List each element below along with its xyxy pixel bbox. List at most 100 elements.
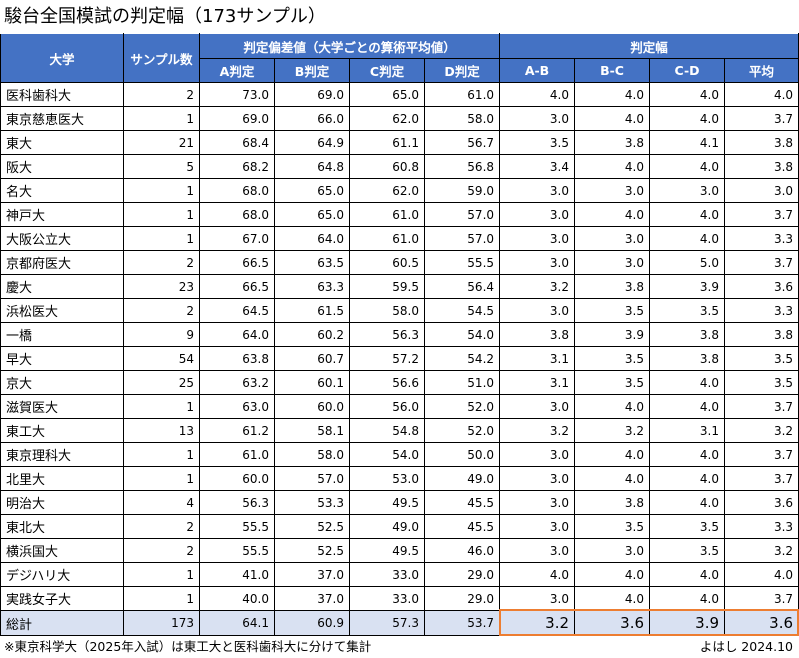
value-cell: 3.3 [724, 298, 799, 323]
value-cell: 41.0 [199, 562, 275, 587]
header-dev-0: A判定 [199, 58, 275, 83]
value-cell: 3.5 [649, 538, 726, 563]
value-cell: 3.8 [574, 274, 651, 299]
table-row: 実践女子大 1 40.0 37.0 33.0 29.0 3.0 4.0 4.0 3.7 [0, 586, 799, 611]
value-cell: 68.4 [199, 130, 275, 155]
value-cell: 52.0 [423, 418, 501, 443]
value-cell: 60.0 [274, 394, 350, 419]
value-cell: 3.7 [724, 442, 799, 467]
value-cell: 9 [123, 322, 200, 347]
header-samples: サンプル数 [123, 33, 200, 83]
value-cell: 60.8 [349, 154, 425, 179]
value-cell: 61.1 [349, 130, 425, 155]
value-cell: 53.3 [274, 490, 350, 515]
value-cell: 3.7 [724, 202, 799, 227]
table-row: デジハリ大 1 41.0 37.0 33.0 29.0 4.0 4.0 4.0 4.0 [0, 562, 799, 587]
value-cell: 2 [123, 538, 200, 563]
value-cell: 58.0 [274, 442, 350, 467]
value-cell: 65.0 [274, 202, 350, 227]
value-cell: 56.3 [199, 490, 275, 515]
value-cell: 1 [123, 466, 200, 491]
univ-name-cell: 滋賀医大 [0, 394, 124, 419]
value-cell: 59.0 [423, 178, 501, 203]
univ-name-cell: 総計 [0, 610, 124, 636]
value-cell: 33.0 [349, 586, 425, 611]
value-cell: 56.8 [423, 154, 501, 179]
value-cell: 3.9 [649, 274, 726, 299]
value-cell: 3.5 [574, 298, 651, 323]
table-row: 東北大 2 55.5 52.5 49.0 45.5 3.0 3.5 3.5 3.3 [0, 514, 799, 539]
table-row: 東京理科大 1 61.0 58.0 54.0 50.0 3.0 4.0 4.0 3.7 [0, 442, 799, 467]
value-cell: 68.2 [199, 154, 275, 179]
header-dev-group: 判定偏差値（大学ごとの算術平均値） [198, 33, 501, 59]
value-cell: 52.5 [274, 514, 350, 539]
value-cell: 4.0 [649, 370, 726, 395]
univ-name-cell: 東北大 [0, 514, 124, 539]
value-cell: 29.0 [423, 586, 501, 611]
value-cell: 4.0 [499, 562, 576, 587]
value-cell: 4.0 [574, 394, 651, 419]
value-cell: 57.0 [274, 466, 350, 491]
value-cell: 4.0 [649, 490, 726, 515]
value-cell: 3.2 [724, 538, 799, 563]
value-cell: 3.0 [574, 250, 651, 275]
value-cell: 64.0 [274, 226, 350, 251]
signature: よはし 2024.10 [699, 639, 793, 654]
value-cell: 4.0 [649, 202, 726, 227]
value-cell: 54 [123, 346, 200, 371]
univ-name-cell: 一橋 [0, 322, 124, 347]
value-cell: 4.1 [649, 130, 726, 155]
value-cell: 63.5 [274, 250, 350, 275]
value-cell: 37.0 [274, 562, 350, 587]
value-cell: 3.5 [724, 346, 799, 371]
table-row: 北里大 1 60.0 57.0 53.0 49.0 3.0 4.0 4.0 3.7 [0, 466, 799, 491]
value-cell: 3.0 [499, 466, 576, 491]
value-cell: 3.5 [649, 514, 726, 539]
value-cell: 3.8 [574, 130, 651, 155]
value-cell: 3.5 [574, 370, 651, 395]
table-row: 京都府医大 2 66.5 63.5 60.5 55.5 3.0 3.0 5.0 3.7 [0, 250, 799, 275]
value-cell: 60.2 [274, 322, 350, 347]
value-cell: 4.0 [649, 82, 726, 107]
value-cell: 3.7 [724, 394, 799, 419]
univ-name-cell: 医科歯科大 [0, 82, 124, 107]
table-row: 東大 21 68.4 64.9 61.1 56.7 3.5 3.8 4.1 3.8 [0, 130, 799, 155]
value-cell: 66.0 [274, 106, 350, 131]
value-cell: 54.0 [349, 442, 425, 467]
univ-name-cell: 東京理科大 [0, 442, 124, 467]
header-range-1: B-C [574, 58, 651, 83]
value-cell: 45.5 [423, 490, 501, 515]
value-cell: 68.0 [199, 202, 275, 227]
value-cell: 58.0 [349, 298, 425, 323]
value-cell: 3.9 [574, 322, 651, 347]
value-cell: 55.5 [199, 538, 275, 563]
value-cell: 50.0 [423, 442, 501, 467]
value-cell: 3.0 [649, 178, 726, 203]
page-title: 駿台全国模試の判定幅（173サンプル） [4, 6, 326, 27]
table-row: 滋賀医大 1 63.0 60.0 56.0 52.0 3.0 4.0 4.0 3.7 [0, 394, 799, 419]
value-cell: 3.0 [499, 586, 576, 611]
value-cell: 4.0 [499, 82, 576, 107]
value-cell: 3.6 [724, 490, 799, 515]
value-cell: 61.5 [274, 298, 350, 323]
total-row: 総計 173 64.1 60.9 57.3 53.7 3.2 3.6 3.9 3.6 [0, 610, 799, 636]
value-cell: 60.7 [274, 346, 350, 371]
table-row: 東工大 13 61.2 58.1 54.8 52.0 3.2 3.2 3.1 3.2 [0, 418, 799, 443]
value-cell: 3.2 [724, 418, 799, 443]
value-cell: 4.0 [649, 106, 726, 131]
value-cell: 61.0 [199, 442, 275, 467]
value-cell: 3.0 [574, 226, 651, 251]
value-cell: 69.0 [199, 106, 275, 131]
univ-name-cell: 東工大 [0, 418, 124, 443]
table-row: 一橋 9 64.0 60.2 56.3 54.0 3.8 3.9 3.8 3.8 [0, 322, 799, 347]
value-cell: 59.5 [349, 274, 425, 299]
table-row: 阪大 5 68.2 64.8 60.8 56.8 3.4 4.0 4.0 3.8 [0, 154, 799, 179]
value-cell: 4.0 [649, 394, 726, 419]
value-cell: 3.8 [499, 322, 576, 347]
value-cell: 51.0 [423, 370, 501, 395]
value-cell: 33.0 [349, 562, 425, 587]
univ-name-cell: 浜松医大 [0, 298, 124, 323]
value-cell: 68.0 [199, 178, 275, 203]
value-cell: 63.3 [274, 274, 350, 299]
value-cell: 60.9 [274, 610, 350, 636]
